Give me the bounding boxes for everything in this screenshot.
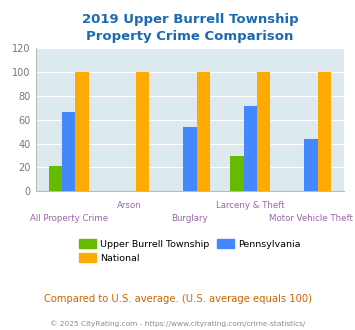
Bar <box>62 113 76 191</box>
Text: © 2025 CityRating.com - https://www.cityrating.com/crime-statistics/: © 2025 CityRating.com - https://www.city… <box>50 321 305 327</box>
Bar <box>257 72 271 191</box>
Bar <box>230 155 244 191</box>
Text: Compared to U.S. average. (U.S. average equals 100): Compared to U.S. average. (U.S. average … <box>44 294 311 304</box>
Title: 2019 Upper Burrell Township
Property Crime Comparison: 2019 Upper Burrell Township Property Cri… <box>82 13 298 43</box>
Bar <box>76 72 89 191</box>
Bar <box>318 72 331 191</box>
Text: All Property Crime: All Property Crime <box>30 214 108 223</box>
Bar <box>197 72 210 191</box>
Bar <box>183 127 197 191</box>
Text: Larceny & Theft: Larceny & Theft <box>216 201 285 211</box>
Bar <box>304 139 318 191</box>
Text: Arson: Arson <box>117 201 142 211</box>
Legend: Upper Burrell Township, National, Pennsylvania: Upper Burrell Township, National, Pennsy… <box>80 239 300 263</box>
Bar <box>49 166 62 191</box>
Bar <box>244 107 257 191</box>
Bar <box>136 72 149 191</box>
Text: Motor Vehicle Theft: Motor Vehicle Theft <box>269 214 353 223</box>
Text: Burglary: Burglary <box>171 214 208 223</box>
